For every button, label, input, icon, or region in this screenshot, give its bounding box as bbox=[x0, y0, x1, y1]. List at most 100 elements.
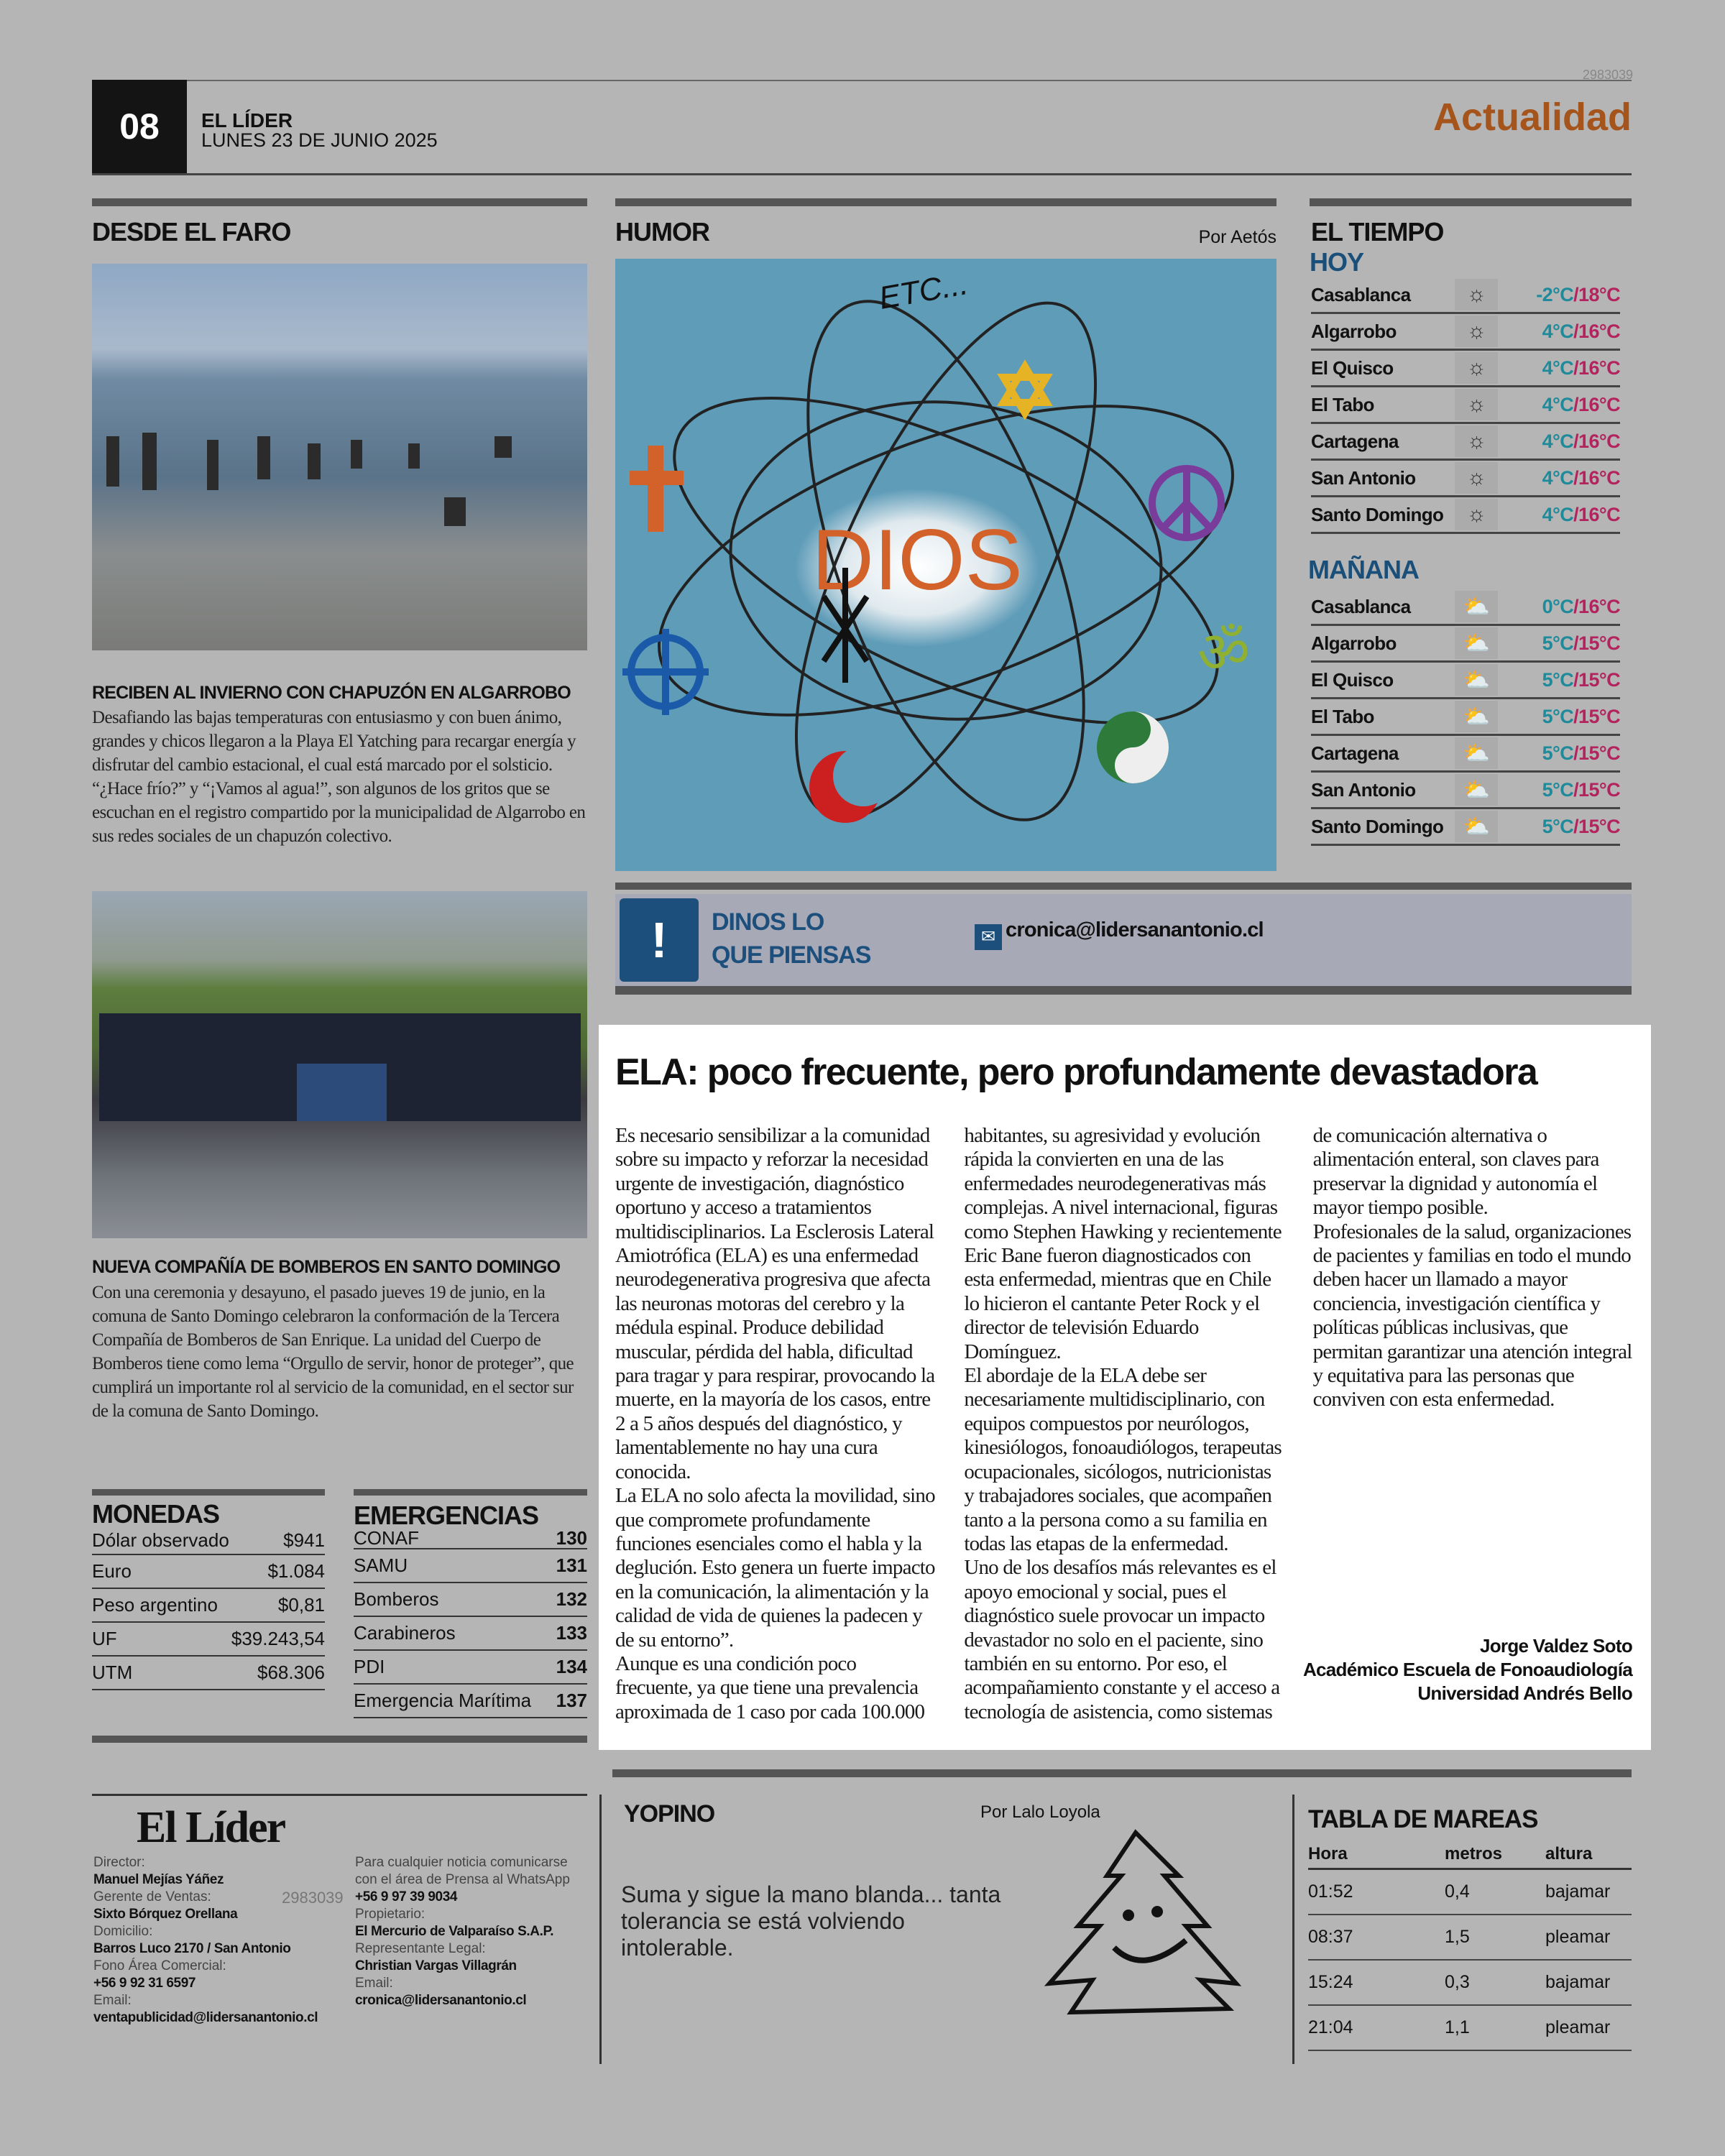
temperature: 4°C/16°C bbox=[1498, 394, 1621, 416]
currency-row-label: UTM bbox=[92, 1662, 133, 1683]
tide-cell: bajamar bbox=[1545, 1881, 1611, 1902]
temp-max: /16°C bbox=[1573, 320, 1620, 342]
weather-row: Cartagena ☼ 4°C/16°C bbox=[1311, 424, 1621, 461]
author-role: Académico Escuela de Fonoaudiología bbox=[1302, 1659, 1633, 1680]
temperature: 4°C/16°C bbox=[1498, 467, 1621, 489]
currency-row-label: Dólar observado bbox=[92, 1529, 229, 1551]
article-title: ELA: poco frecuente, pero profundamente … bbox=[615, 1051, 1538, 1093]
tide-cell: 0,3 bbox=[1445, 1972, 1470, 1992]
city-name: Cartagena bbox=[1311, 430, 1399, 452]
temperature: 5°C/15°C bbox=[1498, 706, 1621, 728]
staff-value[interactable]: ventapublicidad@lidersanantonio.cl bbox=[93, 2010, 318, 2025]
emergency-row: Emergencia Marítima 137 bbox=[354, 1685, 587, 1718]
dinos-line2: QUE PIENSAS bbox=[712, 941, 871, 969]
temp-max: /18°C bbox=[1573, 283, 1620, 305]
temp-min: 5°C bbox=[1542, 815, 1574, 837]
footer-rule bbox=[92, 1794, 587, 1796]
tide-header: altura bbox=[1545, 1843, 1593, 1864]
weather-row: San Antonio ⛅ 5°C/15°C bbox=[1311, 773, 1621, 809]
partly-cloudy-icon: ⛅ bbox=[1455, 591, 1498, 622]
emergency-row: SAMU 131 bbox=[354, 1549, 587, 1583]
partly-cloudy-icon: ⛅ bbox=[1455, 774, 1498, 806]
crescent-icon bbox=[809, 746, 893, 823]
monedas-title: MONEDAS bbox=[92, 1499, 220, 1529]
weather-row: El Tabo ☼ 4°C/16°C bbox=[1311, 387, 1621, 424]
temp-min: 4°C bbox=[1542, 320, 1574, 342]
humor-author: Por Aetós bbox=[1198, 227, 1276, 247]
dinos-box: ! DINOS LO QUE PIENSAS ✉ cronica@lidersa… bbox=[615, 894, 1632, 986]
temperature: 5°C/15°C bbox=[1498, 815, 1621, 838]
cross-icon bbox=[630, 446, 684, 532]
emergency-row-label: Emergencia Marítima bbox=[354, 1690, 532, 1711]
currency-row: Peso argentino $0,81 bbox=[92, 1589, 325, 1623]
article-paragraph: La ELA no solo afecta la movilidad, sino… bbox=[615, 1484, 936, 1651]
weather-row: Casablanca ☼ -2°C/18°C bbox=[1311, 277, 1621, 314]
emergencias-title: EMERGENCIAS bbox=[354, 1501, 539, 1530]
article-paragraph: Aunque es una condición poco frecuente, … bbox=[615, 1124, 1282, 1723]
om-icon: ॐ bbox=[1197, 620, 1250, 684]
humor-title: HUMOR bbox=[615, 217, 710, 247]
tide-row: 01:52 0,4 bajamar bbox=[1308, 1870, 1632, 1915]
group-illustration bbox=[99, 1013, 581, 1121]
paper-name: EL LÍDER bbox=[201, 109, 293, 132]
emergency-row-value: 134 bbox=[556, 1656, 587, 1677]
temperature: 0°C/16°C bbox=[1498, 596, 1621, 618]
article-paragraph: Uno de los desafíos más relevantes es el… bbox=[964, 1124, 1599, 1723]
staff-label: Fono Área Comercial: bbox=[93, 1958, 226, 1973]
tide-cell: 1,5 bbox=[1445, 1927, 1470, 1947]
emergency-row: Bomberos 132 bbox=[354, 1583, 587, 1617]
yopino-text: Suma y sigue la mano blanda... tanta tol… bbox=[621, 1881, 1001, 1961]
story2-text: Con una ceremonia y desayuno, el pasado … bbox=[92, 1283, 574, 1421]
article-signature: Jorge Valdez Soto Académico Escuela de F… bbox=[1302, 1634, 1633, 1705]
staff-label: Domicilio: bbox=[93, 1924, 153, 1939]
emergency-row-value: 130 bbox=[556, 1526, 587, 1549]
emergency-row-value: 131 bbox=[556, 1554, 587, 1576]
page-number: 08 bbox=[92, 80, 187, 173]
el-lider-logo: El Líder bbox=[137, 1803, 286, 1852]
weather-row: El Quisco ☼ 4°C/16°C bbox=[1311, 351, 1621, 387]
hoy-forecast: Casablanca ☼ -2°C/18°C Algarrobo ☼ 4°C/16°C El… bbox=[1311, 277, 1621, 534]
sun-icon: ☼ bbox=[1455, 499, 1498, 530]
staff-label: Propietario: bbox=[355, 1907, 426, 1922]
opinion-article: ELA: poco frecuente, pero profundamente … bbox=[599, 1025, 1651, 1750]
temperature: 4°C/16°C bbox=[1498, 357, 1621, 379]
temp-min: 5°C bbox=[1542, 778, 1574, 801]
story1-text: Desafiando las bajas temperaturas con en… bbox=[92, 708, 586, 846]
emergency-row-value: 132 bbox=[556, 1588, 587, 1610]
temperature: 5°C/15°C bbox=[1498, 778, 1621, 801]
tide-row: 08:37 1,5 pleamar bbox=[1308, 1915, 1632, 1961]
staff-list: Director: Manuel Mejías Yáñez Gerente de V… bbox=[93, 1854, 323, 2027]
whatsapp-number[interactable]: +56 9 97 39 9034 bbox=[355, 1889, 458, 1904]
partly-cloudy-icon: ⛅ bbox=[1455, 627, 1498, 659]
currency-row: Dólar observado $941 bbox=[92, 1526, 325, 1555]
divider bbox=[1310, 198, 1632, 206]
currency-row-value: $39.243,54 bbox=[231, 1628, 325, 1649]
city-name: El Quisco bbox=[1311, 668, 1394, 691]
dinos-line1: DINOS LO bbox=[712, 908, 824, 936]
temp-max: /16°C bbox=[1573, 430, 1620, 452]
author-name: Jorge Valdez Soto bbox=[1479, 1635, 1633, 1657]
currency-row: Euro $1.084 bbox=[92, 1555, 325, 1589]
currency-row: UF $39.243,54 bbox=[92, 1623, 325, 1657]
emergency-row-label: CONAF bbox=[354, 1526, 419, 1549]
staff-value[interactable]: cronica@lidersanantonio.cl bbox=[355, 1993, 527, 2008]
tide-cell: 1,1 bbox=[1445, 2017, 1470, 2037]
temp-max: /15°C bbox=[1573, 632, 1620, 654]
tide-header: metros bbox=[1445, 1843, 1503, 1864]
staff-value: El Mercurio de Valparaíso S.A.P. bbox=[355, 1924, 554, 1939]
sun-icon: ☼ bbox=[1455, 279, 1498, 310]
city-name: San Antonio bbox=[1311, 778, 1416, 801]
watermark: 2983039 bbox=[282, 1889, 344, 1907]
mareas-table: Hora metros altura 01:52 0,4 bajamar 08:37 1,5… bbox=[1308, 1840, 1632, 2051]
divider bbox=[612, 1769, 1632, 1777]
staff-label: Director: bbox=[93, 1855, 145, 1870]
temp-min: 4°C bbox=[1542, 503, 1574, 525]
temp-max: /15°C bbox=[1573, 815, 1620, 837]
dinos-email[interactable]: cronica@lidersanantonio.cl bbox=[1006, 918, 1264, 941]
weather-row: El Quisco ⛅ 5°C/15°C bbox=[1311, 663, 1621, 699]
city-name: El Tabo bbox=[1311, 705, 1374, 727]
temperature: 5°C/15°C bbox=[1498, 742, 1621, 765]
temp-min: 5°C bbox=[1542, 632, 1574, 654]
weather-row: Santo Domingo ⛅ 5°C/15°C bbox=[1311, 809, 1621, 846]
city-name: Santo Domingo bbox=[1311, 815, 1444, 837]
